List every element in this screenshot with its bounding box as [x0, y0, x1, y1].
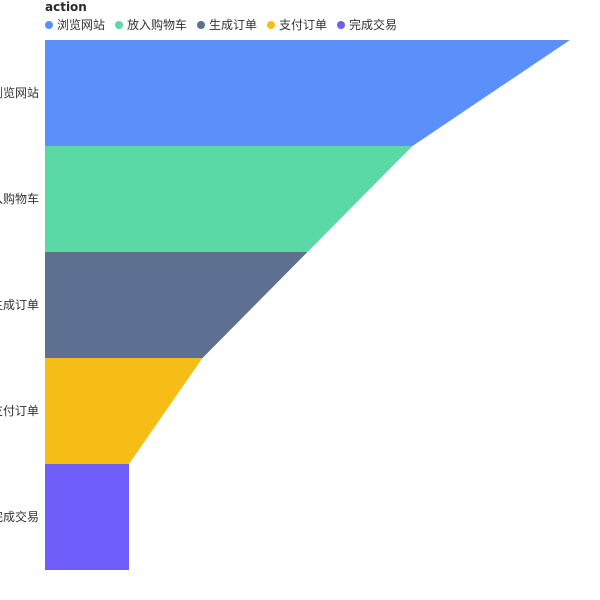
- funnel-segment-4[interactable]: [45, 358, 203, 464]
- funnel-segments: [45, 40, 570, 570]
- legend-item-3[interactable]: 生成订单: [209, 18, 257, 32]
- legend-marker-1[interactable]: [45, 21, 53, 29]
- legend-marker-4[interactable]: [267, 21, 275, 29]
- legend-item-4[interactable]: 支付订单: [279, 18, 327, 32]
- legend-marker-5[interactable]: [337, 21, 345, 29]
- legend-item-2[interactable]: 放入购物车: [127, 17, 187, 32]
- funnel-segment-3[interactable]: [45, 252, 308, 358]
- category-label-3: 生成订单: [0, 298, 39, 312]
- legend-marker-3[interactable]: [197, 21, 205, 29]
- funnel-segment-5[interactable]: [45, 464, 129, 570]
- funnel-segment-2[interactable]: [45, 146, 413, 252]
- category-label-4: 支付订单: [0, 404, 39, 418]
- legend-marker-2[interactable]: [115, 21, 123, 29]
- category-label-5: 完成交易: [0, 509, 39, 524]
- legend-item-5[interactable]: 完成交易: [349, 17, 397, 32]
- legend-item-1[interactable]: 浏览网站: [57, 17, 105, 32]
- funnel-segment-1[interactable]: [45, 40, 570, 146]
- legend-title: action: [45, 0, 87, 14]
- category-label-2: 放入购物车: [0, 191, 39, 206]
- legend: 浏览网站 放入购物车 生成订单 支付订单 完成交易: [45, 17, 397, 32]
- category-label-1: 浏览网站: [0, 85, 39, 100]
